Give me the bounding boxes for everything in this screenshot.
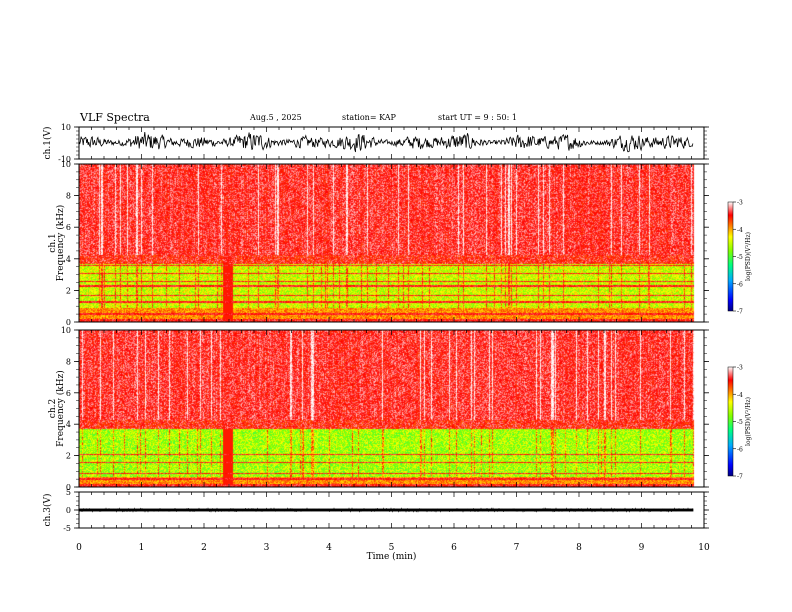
date-label: Aug.5 , 2025: [250, 113, 302, 122]
ch2-spectrogram-ytick-label: 0: [66, 483, 71, 492]
ch2-spectrogram-ytick-label: 2: [66, 452, 71, 461]
ch1-spectrogram-ytick-label: 10: [61, 160, 71, 169]
ch2-spectrogram-image: [79, 330, 704, 487]
ch1-spectrogram-cbar-tick-label: -3: [737, 200, 743, 207]
ch2-spectrogram-colorbar: [727, 366, 734, 477]
ch1-spectrogram-cbar-tick-label: -7: [737, 309, 743, 316]
ch2-spectrogram-cbar-label: log(PSD)(V²/Hz): [745, 397, 752, 446]
ch2-spectrogram-cbar-tick-label: -6: [737, 446, 743, 453]
ch1-waveform-ytick-label: 10: [61, 123, 71, 132]
ch1-spectrogram-ytick-label: 4: [66, 255, 71, 264]
ch1-spectrogram-ylabel: Frequency (kHz): [55, 205, 66, 282]
ch1-waveform-ytick-label: -10: [58, 155, 71, 164]
ch1-spectrogram-ylabel-ch: ch.1: [48, 233, 58, 252]
ch1-spectrogram-colorbar: [727, 201, 734, 312]
ch3-waveform-band: [79, 508, 694, 512]
ch2-spectrogram-ylabel-ch: ch.2: [48, 399, 58, 418]
ch2-spectrogram-cbar-tick-label: -7: [737, 474, 743, 481]
x-tick-label: 10: [698, 543, 710, 553]
ch1-spectrogram-ytick-label: 6: [66, 223, 71, 232]
ch2-spectrogram-ytick-label: 6: [66, 389, 71, 398]
x-tick-label: 2: [201, 543, 207, 553]
x-tick-label: 0: [76, 543, 82, 553]
ch2-spectrogram-cbar-tick-label: -5: [737, 419, 743, 426]
ch3-waveform-ylabel: ch.3(V): [42, 494, 53, 527]
ch1-spectrogram-ytick-label: 0: [66, 318, 71, 327]
chart-title: VLF Spectra: [80, 111, 150, 124]
x-tick-label: 7: [514, 543, 520, 553]
ch2-spectrogram-cbar-tick-label: -4: [737, 392, 743, 399]
ch2-spectrogram-cbar-tick-label: -3: [737, 365, 743, 372]
ch2-spectrogram-ytick-label: 4: [66, 420, 71, 429]
start-ut-label: start UT = 9 : 50: 1: [438, 113, 517, 122]
x-tick-label: 1: [139, 543, 145, 553]
ch2-spectrogram-ytick-label: 8: [66, 357, 71, 366]
ch1-spectrogram-ytick-label: 2: [66, 286, 71, 295]
ch3-waveform-ytick-label: -5: [63, 524, 71, 533]
x-tick-label: 6: [451, 543, 457, 553]
x-tick-label: 4: [326, 543, 332, 553]
station-label: station= KAP: [342, 113, 396, 122]
x-tick-label: 9: [639, 543, 645, 553]
ch3-waveform-ytick-label: 5: [66, 488, 71, 497]
ch2-spectrogram-ylabel: Frequency (kHz): [55, 370, 66, 447]
ch2-spectrogram-ytick-label: 10: [61, 326, 71, 335]
ch3-waveform-ytick-label: 0: [66, 506, 71, 515]
x-axis-label: Time (min): [367, 551, 417, 562]
ch1-spectrogram-cbar-label: log(PSD)(V²/Hz): [745, 232, 752, 281]
ch1-spectrogram-cbar-tick-label: -6: [737, 281, 743, 288]
x-tick-label: 5: [389, 543, 395, 553]
ch1-spectrogram-ytick-label: 8: [66, 192, 71, 201]
ch1-waveform-trace: [78, 132, 694, 153]
ch1-spectrogram-cbar-tick-label: -5: [737, 254, 743, 261]
x-tick-label: 8: [576, 543, 582, 553]
ch1-spectrogram-cbar-tick-label: -4: [737, 227, 743, 234]
x-tick-label: 3: [264, 543, 270, 553]
ch1-spectrogram-image: [79, 164, 704, 322]
ch1-waveform-ylabel: ch.1(V): [42, 127, 53, 160]
